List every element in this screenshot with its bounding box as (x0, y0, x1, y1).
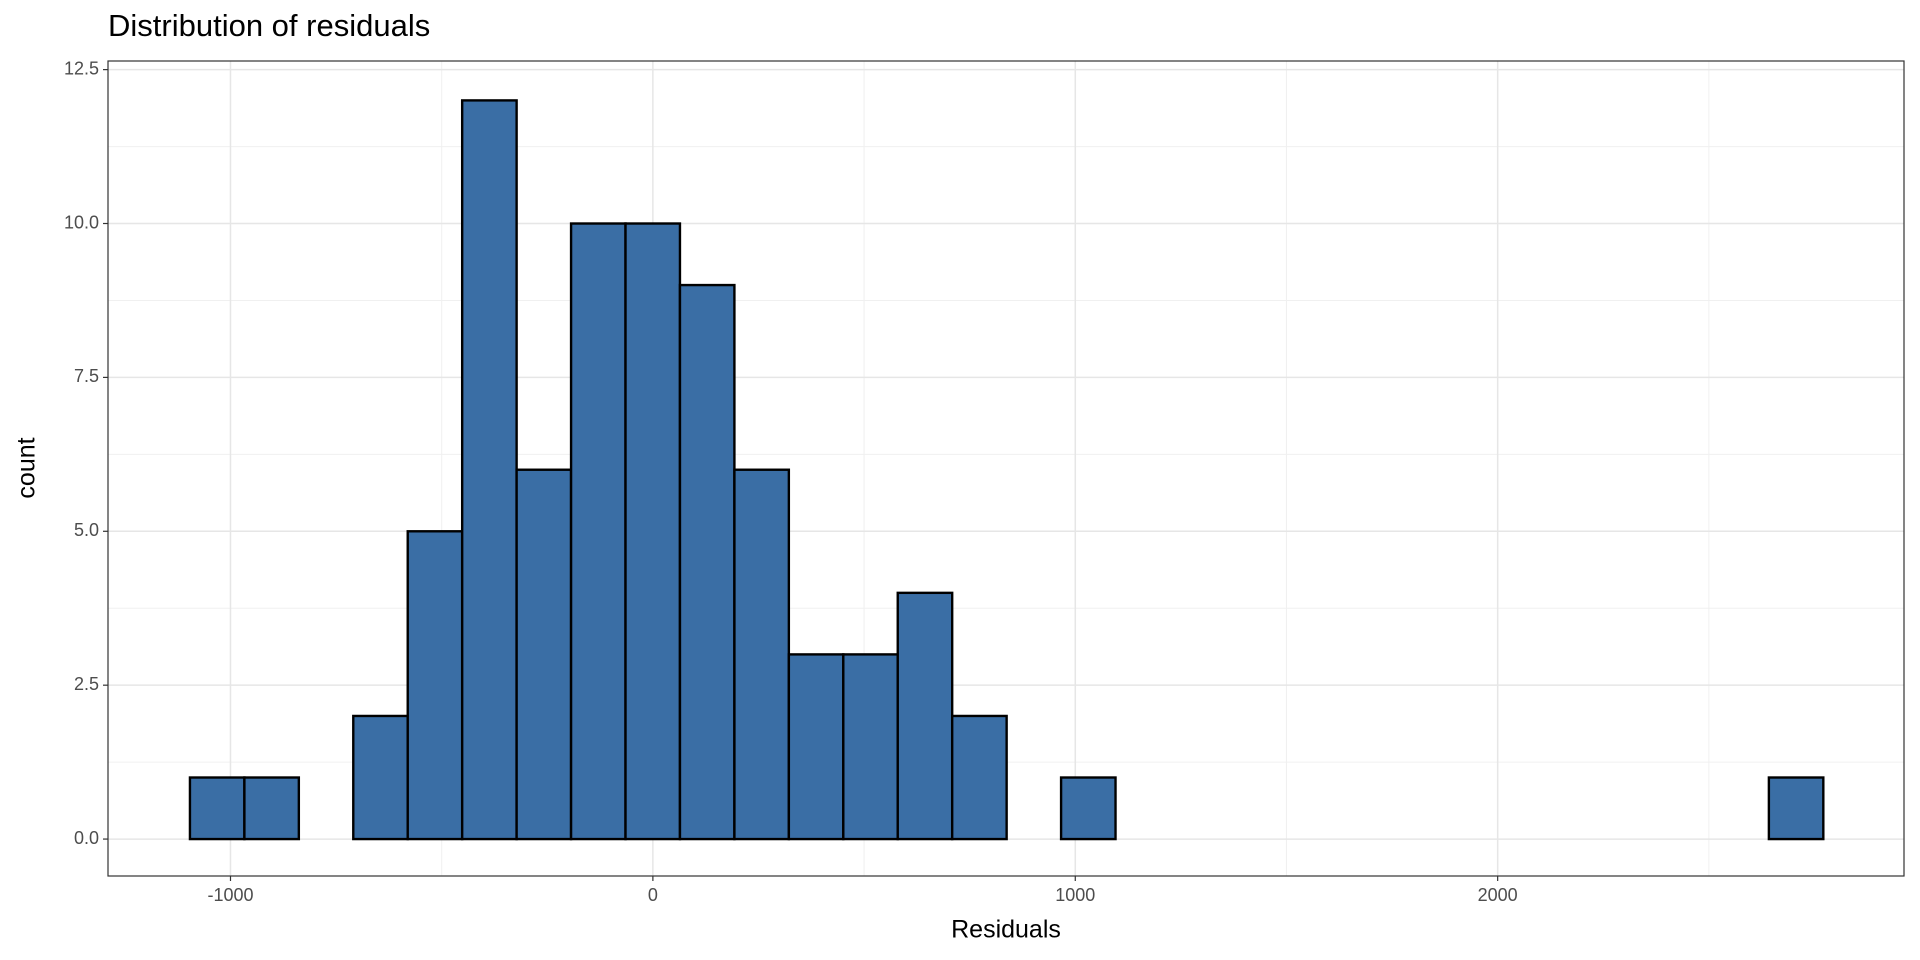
bar (188, 776, 246, 841)
bar (950, 714, 1008, 841)
y-tick-label: 10.0 (64, 212, 99, 232)
y-tick-label: 12.5 (64, 58, 99, 78)
x-tick-label: 1000 (1055, 885, 1095, 905)
bar (406, 530, 464, 841)
bar (787, 653, 845, 841)
y-tick-label: 2.5 (74, 674, 99, 694)
y-tick-label: 0.0 (74, 828, 99, 848)
bar (733, 468, 791, 841)
x-tick-label: -1000 (207, 885, 253, 905)
bar (352, 714, 409, 841)
bar (515, 468, 573, 841)
bar (896, 591, 954, 841)
plot-border (107, 60, 1905, 877)
bar (243, 776, 301, 841)
bar (624, 222, 682, 841)
y-tick-label: 5.0 (74, 520, 99, 540)
bar (1059, 776, 1117, 841)
x-tick-label: 2000 (1478, 885, 1518, 905)
y-axis-title: count (13, 437, 41, 498)
x-tick-label: 0 (648, 885, 658, 905)
y-tick-label: 7.5 (74, 366, 99, 386)
bar (460, 99, 518, 841)
chart-title: Distribution of residuals (108, 8, 430, 43)
bar (569, 222, 627, 841)
bar (1767, 776, 1825, 841)
bar (678, 283, 736, 841)
bar (842, 653, 899, 841)
x-axis-title: Residuals (951, 916, 1061, 944)
